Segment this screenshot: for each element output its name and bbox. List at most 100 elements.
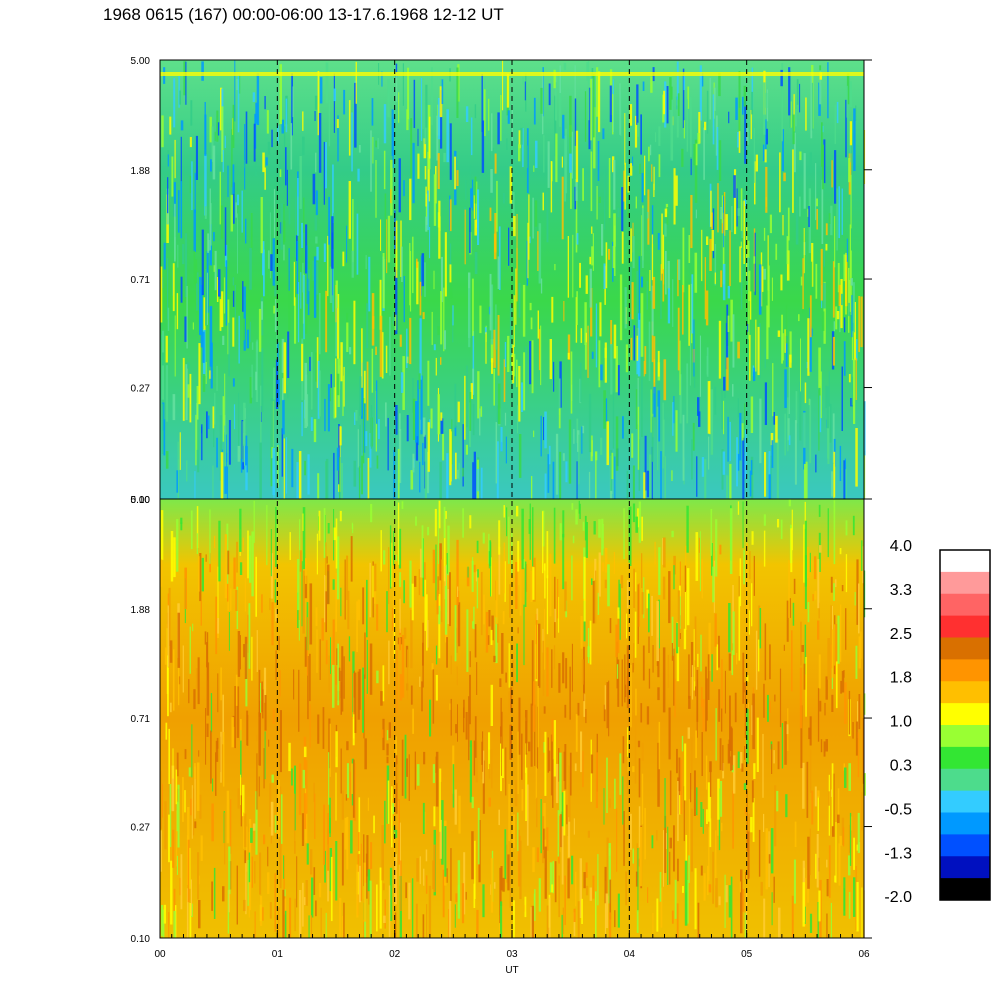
spectrogram-streak (458, 795, 461, 834)
spectrogram-streak (494, 213, 497, 253)
spectrogram-streak (205, 269, 207, 326)
spectrogram-streak (714, 272, 716, 284)
spectrogram-streak (617, 893, 620, 928)
spectrogram-streak (723, 192, 726, 236)
spectrogram-streak (315, 190, 318, 216)
spectrogram-streak (817, 559, 820, 609)
spectrogram-streak (441, 79, 444, 104)
spectrogram-streak (549, 553, 552, 617)
spectrogram-streak (446, 453, 449, 499)
spectrogram-streak (357, 168, 360, 182)
spectrogram-streak (525, 145, 528, 168)
spectrogram-streak (259, 442, 262, 499)
spectrogram-streak (255, 371, 258, 391)
spectrogram-streak (609, 85, 612, 123)
spectrogram-streak (270, 553, 274, 599)
spectrogram-streak (283, 438, 285, 499)
spectrogram-streak (668, 707, 671, 760)
colorbar-swatch (940, 746, 990, 770)
spectrogram-streak (254, 911, 256, 938)
spectrogram-streak (637, 508, 640, 528)
spectrogram-streak (775, 415, 778, 443)
spectrogram-streak (753, 127, 755, 183)
spectrogram-streak (771, 744, 773, 774)
spectrogram-streak (327, 384, 330, 432)
spectrogram-streak (172, 748, 174, 779)
spectrogram-streak (818, 890, 821, 922)
spectrogram-streak (711, 654, 713, 682)
spectrogram-streak (196, 762, 200, 811)
spectrogram-streak (807, 602, 810, 623)
spectrogram-streak (671, 616, 674, 656)
spectrogram-streak (249, 862, 252, 911)
spectrogram-streak (432, 549, 436, 584)
spectrogram-streak (567, 334, 571, 360)
spectrogram-streak (695, 730, 697, 759)
spectrogram-streak (835, 661, 838, 709)
spectrogram-streak (219, 415, 223, 481)
plot-title: 1968 0615 (167) 00:00-06:00 13-17.6.1968… (103, 5, 504, 24)
spectrogram-streak (602, 128, 605, 140)
spectrogram-streak (395, 829, 398, 838)
spectrogram-streak (256, 734, 258, 742)
spectrogram-streak (297, 592, 299, 628)
spectrogram-streak (216, 277, 219, 302)
spectrogram-streak (303, 746, 307, 758)
spectrogram-streak (571, 643, 573, 692)
spectrogram-streak (573, 912, 576, 937)
spectrogram-streak (392, 592, 394, 657)
spectrogram-streak (846, 85, 848, 118)
spectrogram-streak (412, 142, 415, 204)
spectrogram-streak (483, 594, 485, 625)
spectrogram-streak (810, 261, 813, 327)
spectrogram-streak (310, 417, 313, 431)
spectrogram-streak (815, 454, 817, 473)
spectrogram-streak (251, 856, 253, 888)
spectrogram-streak (568, 765, 571, 822)
spectrogram-streak (429, 699, 432, 737)
spectrogram-streak (791, 895, 794, 938)
spectrogram-streak (831, 629, 834, 678)
spectrogram-streak (439, 543, 442, 581)
spectrogram-streak (443, 152, 446, 163)
spectrogram-streak (218, 269, 221, 297)
spectrogram-streak (278, 635, 280, 651)
spectrogram-streak (488, 732, 491, 770)
colorbar-swatch (940, 571, 990, 595)
spectrogram-streak (366, 303, 369, 349)
colorbar: 4.03.32.51.81.00.3-0.5-1.3-2.0 (884, 538, 991, 906)
spectrogram-streak (689, 330, 691, 386)
spectrogram-streak (751, 531, 754, 545)
spectrogram-streak (443, 518, 446, 582)
spectrogram-streak (688, 654, 690, 699)
spectrogram-streak (695, 686, 697, 697)
spectrogram-streak (669, 851, 671, 885)
spectrogram-streak (544, 563, 546, 599)
spectrogram-streak (617, 365, 620, 396)
spectrogram-streak (195, 135, 198, 180)
spectrogram-streak (301, 222, 304, 248)
spectrogram-streak (734, 692, 737, 723)
spectrogram-streak (392, 311, 394, 325)
spectrogram-streak (518, 558, 521, 586)
spectrogram-streak (684, 743, 687, 801)
spectrogram-streak (391, 607, 394, 631)
spectrogram-streak (302, 507, 306, 570)
spectrogram-streak (358, 797, 361, 854)
spectrogram-streak (722, 263, 726, 301)
spectrogram-streak (222, 335, 225, 345)
spectrogram-streak (827, 638, 830, 680)
spectrogram-streak (828, 845, 831, 898)
spectrogram-streak (184, 790, 186, 813)
spectrogram-streak (784, 413, 786, 456)
spectrogram-streak (664, 81, 667, 128)
spectrogram-streak (729, 508, 733, 574)
spectrogram-streak (176, 519, 179, 572)
spectrogram-streak (463, 699, 465, 718)
spectrogram-streak (419, 856, 421, 885)
spectrogram-streak (711, 543, 713, 576)
spectrogram-streak (830, 605, 832, 645)
spectrogram-streak (743, 200, 745, 264)
spectrogram-streak (564, 139, 567, 202)
spectrogram-streak (769, 644, 771, 680)
